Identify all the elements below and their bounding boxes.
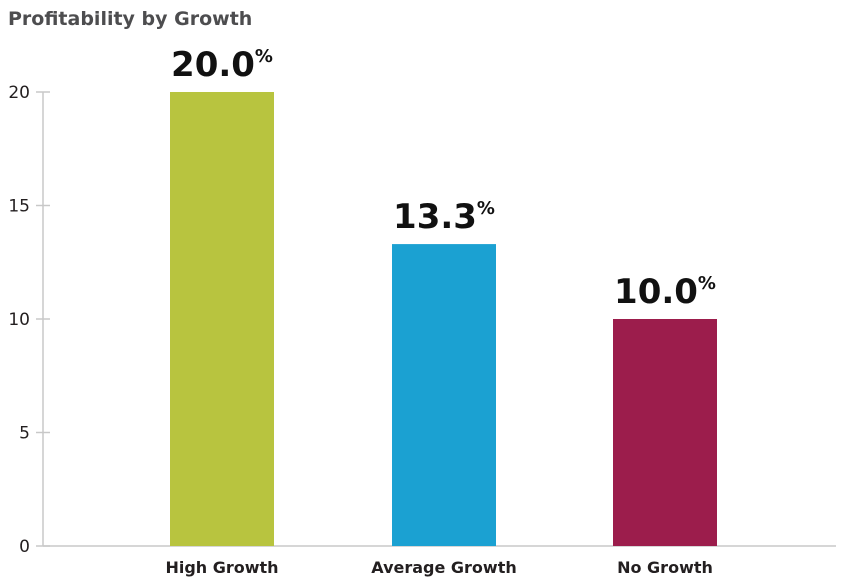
y-tick-label: 10 — [8, 310, 30, 330]
y-tick-label: 20 — [8, 83, 30, 103]
category-label: No Growth — [617, 558, 713, 577]
data-labels: 20.0% 13.3% 10.0% — [171, 45, 716, 312]
chart-title: Profitability by Growth — [8, 8, 252, 30]
data-label: 10.0% — [614, 272, 716, 312]
category-labels: High Growth Average Growth No Growth — [165, 558, 712, 577]
bar — [613, 319, 717, 546]
data-label: 13.3% — [393, 197, 495, 237]
y-tick-label: 15 — [8, 197, 30, 217]
bars — [170, 92, 717, 546]
bar — [392, 244, 496, 546]
data-label: 20.0% — [171, 45, 273, 85]
category-label: Average Growth — [371, 558, 517, 577]
bar — [170, 92, 274, 546]
y-tick-label: 5 — [19, 424, 30, 444]
y-tick-label: 0 — [19, 537, 30, 557]
category-label: High Growth — [165, 558, 278, 577]
